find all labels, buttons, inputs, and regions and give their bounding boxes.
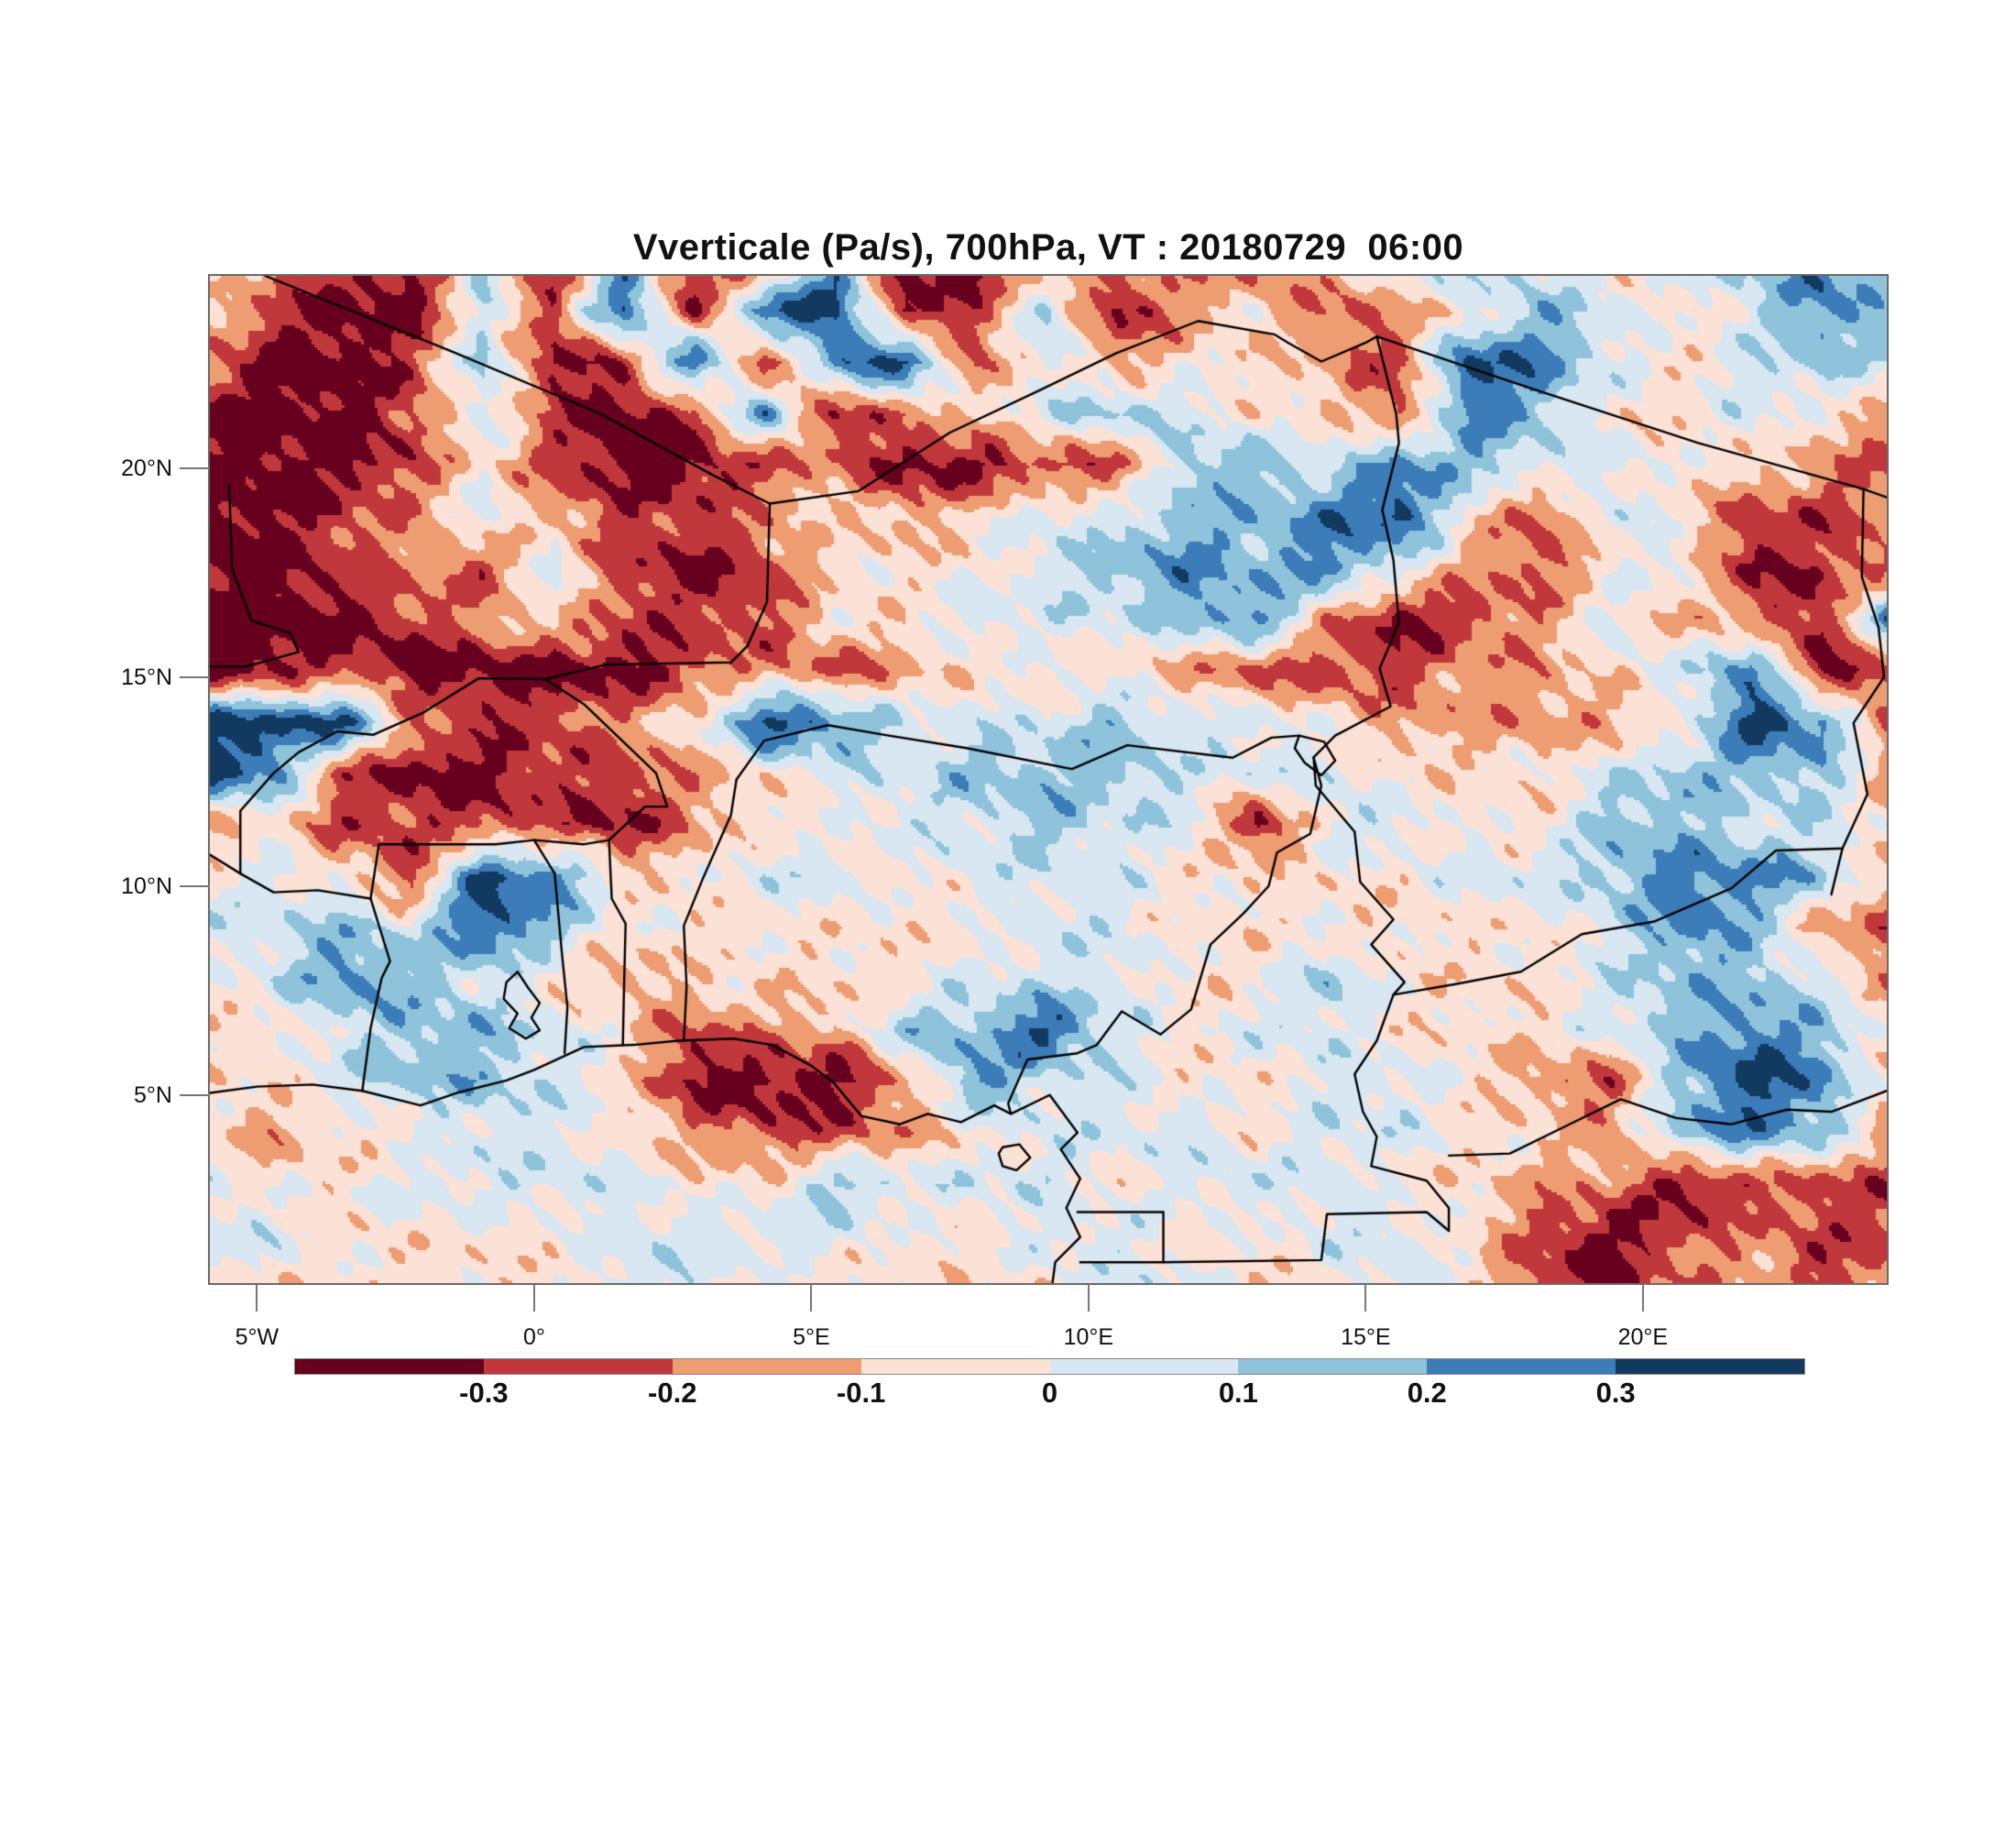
lon-tick-mark (256, 1284, 258, 1312)
lon-tick-label: 0° (522, 1324, 545, 1350)
lat-tick-label: 5°N (134, 1081, 172, 1108)
lat-tick-label: 20°N (121, 455, 172, 481)
lon-tick-label: 5°E (793, 1324, 830, 1350)
lat-tick-mark (180, 675, 210, 678)
lat-tick-mark (180, 884, 210, 887)
colorbar-tick-label: -0.3 (459, 1377, 509, 1409)
colorbar-segment (1049, 1359, 1239, 1374)
colorbar-tick-label: 0.2 (1407, 1377, 1447, 1409)
colorbar-segment (1238, 1359, 1428, 1374)
page-title: Vverticale (Pa/s), 700hPa, VT : 20180729… (632, 227, 1464, 268)
lon-tick-mark (810, 1284, 813, 1312)
lon-tick-mark (532, 1284, 535, 1312)
colorbar-tick-label: 0.1 (1218, 1377, 1258, 1409)
vertical-velocity-map (210, 276, 1887, 1283)
map-frame (208, 274, 1889, 1285)
lon-tick-label: 20°E (1617, 1324, 1669, 1350)
lon-tick-mark (1641, 1284, 1644, 1312)
lat-tick-label: 10°N (121, 873, 172, 899)
colorbar-tick-label: -0.1 (836, 1377, 886, 1409)
lat-tick-mark (180, 1093, 210, 1096)
colorbar-segment (860, 1359, 1050, 1374)
lat-tick-mark (180, 466, 210, 469)
colorbar-segment (1427, 1359, 1616, 1374)
colorbar-segment (1616, 1359, 1804, 1374)
lon-tick-label: 15°E (1341, 1324, 1391, 1350)
colorbar-segment (295, 1359, 484, 1374)
lat-tick-label: 15°N (121, 664, 172, 690)
lon-tick-label: 10°E (1063, 1324, 1114, 1350)
colorbar-segment (672, 1359, 861, 1374)
lon-tick-mark (1364, 1284, 1367, 1312)
colorbar-tick-label: 0.3 (1595, 1377, 1636, 1409)
colorbar-tick-label: -0.2 (648, 1377, 697, 1409)
colorbar-segment (483, 1359, 673, 1374)
colorbar-tick-label: 0 (1041, 1377, 1058, 1409)
lon-tick-label: 5°W (235, 1324, 279, 1350)
colorbar (294, 1358, 1805, 1375)
lon-tick-mark (1087, 1284, 1090, 1312)
